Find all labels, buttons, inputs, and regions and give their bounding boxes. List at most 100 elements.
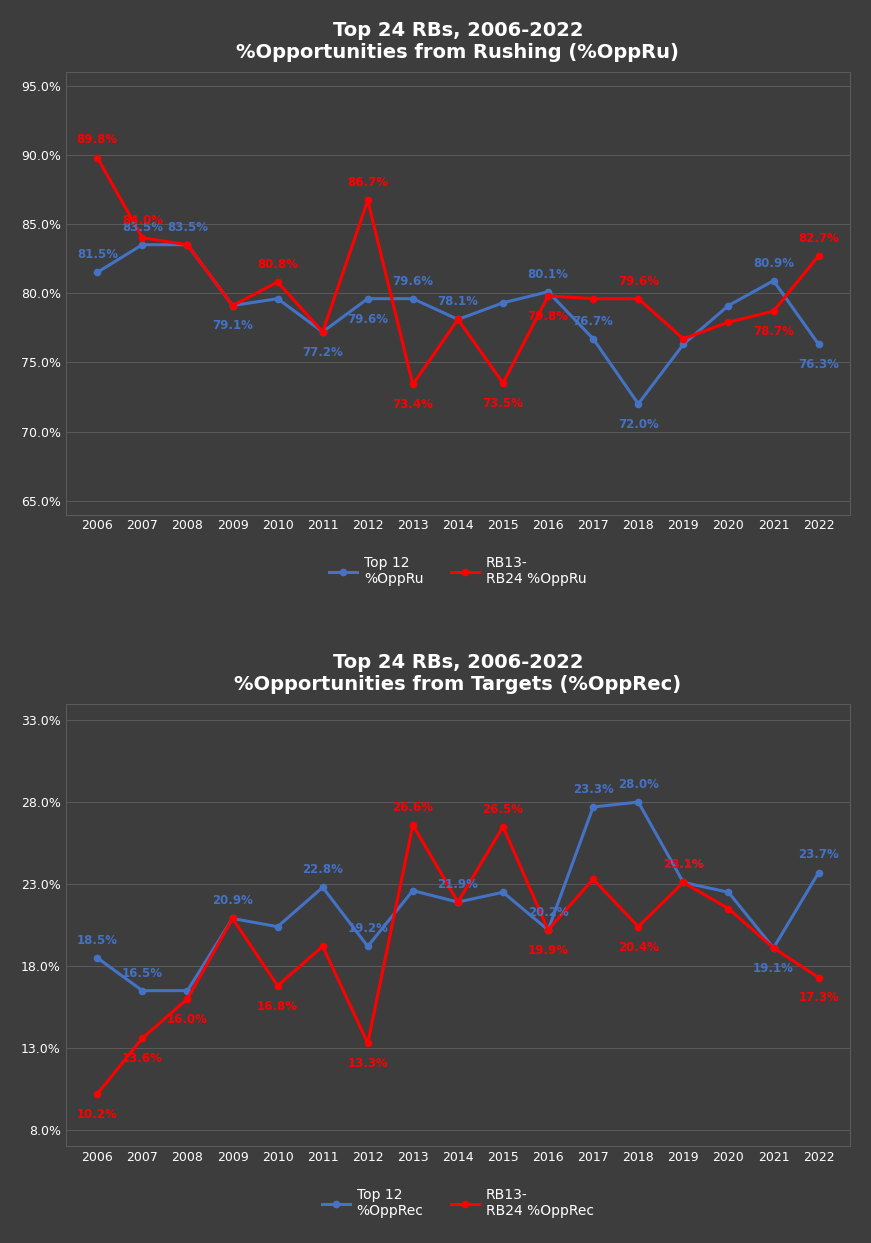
- Top 12
%OppRec: [137, 983, 147, 998]
- RB13-
RB24 %OppRec: [453, 895, 463, 910]
- RB13-
RB24 %OppRu: [588, 291, 598, 306]
- Text: 89.8%: 89.8%: [77, 133, 118, 147]
- Top 12
%OppRu: [362, 291, 373, 306]
- Text: 73.5%: 73.5%: [483, 397, 523, 410]
- RB13-
RB24 %OppRec: [273, 978, 283, 993]
- Text: 20.9%: 20.9%: [212, 895, 253, 907]
- Text: 80.1%: 80.1%: [528, 267, 569, 281]
- Text: 83.5%: 83.5%: [167, 220, 208, 234]
- RB13-
RB24 %OppRec: [768, 941, 779, 956]
- RB13-
RB24 %OppRu: [679, 332, 689, 347]
- Legend: Top 12
%OppRu, RB13-
RB24 %OppRu: Top 12 %OppRu, RB13- RB24 %OppRu: [324, 551, 592, 592]
- Text: 79.6%: 79.6%: [348, 312, 388, 326]
- Top 12
%OppRec: [768, 941, 779, 956]
- Top 12
%OppRec: [227, 911, 238, 926]
- Top 12
%OppRu: [543, 285, 553, 300]
- RB13-
RB24 %OppRec: [543, 922, 553, 937]
- Top 12
%OppRec: [408, 883, 418, 897]
- RB13-
RB24 %OppRu: [317, 324, 327, 339]
- Text: 84.0%: 84.0%: [122, 214, 163, 226]
- Top 12
%OppRu: [768, 273, 779, 288]
- Top 12
%OppRu: [588, 332, 598, 347]
- RB13-
RB24 %OppRec: [137, 1030, 147, 1045]
- Top 12
%OppRu: [273, 291, 283, 306]
- RB13-
RB24 %OppRu: [92, 150, 103, 165]
- Text: 16.8%: 16.8%: [257, 999, 298, 1013]
- RB13-
RB24 %OppRec: [679, 875, 689, 890]
- Top 12
%OppRec: [814, 865, 824, 880]
- Top 12
%OppRec: [182, 983, 192, 998]
- Title: Top 24 RBs, 2006-2022
%Opportunities from Targets (%OppRec): Top 24 RBs, 2006-2022 %Opportunities fro…: [234, 653, 681, 694]
- Text: 76.7%: 76.7%: [573, 314, 614, 328]
- Text: 23.3%: 23.3%: [573, 783, 613, 796]
- Text: 78.7%: 78.7%: [753, 324, 794, 338]
- Text: 79.8%: 79.8%: [528, 310, 569, 323]
- Top 12
%OppRec: [453, 895, 463, 910]
- Top 12
%OppRec: [633, 794, 644, 809]
- Text: 28.0%: 28.0%: [618, 778, 658, 791]
- Top 12
%OppRu: [137, 237, 147, 252]
- RB13-
RB24 %OppRu: [768, 303, 779, 318]
- Top 12
%OppRec: [588, 799, 598, 814]
- RB13-
RB24 %OppRu: [814, 249, 824, 264]
- RB13-
RB24 %OppRu: [723, 314, 733, 329]
- RB13-
RB24 %OppRu: [408, 377, 418, 392]
- Text: 82.7%: 82.7%: [798, 231, 839, 245]
- Text: 79.6%: 79.6%: [392, 275, 434, 287]
- Text: 80.8%: 80.8%: [257, 259, 298, 271]
- Line: RB13-
RB24 %OppRu: RB13- RB24 %OppRu: [94, 154, 821, 388]
- Text: 23.1%: 23.1%: [663, 859, 704, 871]
- Top 12
%OppRu: [633, 397, 644, 411]
- Top 12
%OppRec: [498, 885, 509, 900]
- Top 12
%OppRu: [723, 298, 733, 313]
- RB13-
RB24 %OppRu: [633, 291, 644, 306]
- Line: Top 12
%OppRu: Top 12 %OppRu: [94, 241, 821, 406]
- RB13-
RB24 %OppRu: [543, 288, 553, 303]
- RB13-
RB24 %OppRu: [362, 193, 373, 208]
- Text: 19.2%: 19.2%: [348, 922, 388, 935]
- Text: 26.6%: 26.6%: [392, 800, 434, 814]
- Text: 20.2%: 20.2%: [528, 906, 569, 919]
- Text: 72.0%: 72.0%: [618, 418, 658, 431]
- RB13-
RB24 %OppRec: [633, 920, 644, 935]
- Text: 86.7%: 86.7%: [348, 177, 388, 189]
- RB13-
RB24 %OppRec: [317, 938, 327, 953]
- RB13-
RB24 %OppRec: [362, 1035, 373, 1050]
- Top 12
%OppRec: [273, 920, 283, 935]
- Text: 13.3%: 13.3%: [348, 1057, 388, 1070]
- Text: 79.6%: 79.6%: [618, 275, 658, 287]
- Text: 81.5%: 81.5%: [77, 249, 118, 261]
- Top 12
%OppRec: [723, 885, 733, 900]
- Text: 22.8%: 22.8%: [302, 863, 343, 876]
- RB13-
RB24 %OppRec: [588, 871, 598, 886]
- RB13-
RB24 %OppRec: [182, 992, 192, 1007]
- Text: 16.0%: 16.0%: [167, 1013, 208, 1025]
- Top 12
%OppRu: [227, 298, 238, 313]
- RB13-
RB24 %OppRec: [498, 819, 509, 834]
- RB13-
RB24 %OppRu: [182, 237, 192, 252]
- Text: 10.2%: 10.2%: [77, 1108, 118, 1121]
- Top 12
%OppRu: [814, 337, 824, 352]
- Text: 76.3%: 76.3%: [798, 358, 839, 372]
- RB13-
RB24 %OppRec: [92, 1086, 103, 1101]
- Text: 83.5%: 83.5%: [122, 220, 163, 234]
- Title: Top 24 RBs, 2006-2022
%Opportunities from Rushing (%OppRu): Top 24 RBs, 2006-2022 %Opportunities fro…: [237, 21, 679, 62]
- Text: 23.7%: 23.7%: [798, 849, 839, 861]
- Text: 17.3%: 17.3%: [798, 992, 839, 1004]
- RB13-
RB24 %OppRec: [814, 970, 824, 984]
- Text: 19.9%: 19.9%: [528, 943, 569, 957]
- Top 12
%OppRu: [453, 312, 463, 327]
- Text: 13.6%: 13.6%: [122, 1052, 163, 1065]
- Top 12
%OppRu: [498, 296, 509, 311]
- Top 12
%OppRec: [362, 938, 373, 953]
- Text: 73.4%: 73.4%: [393, 398, 433, 411]
- Text: 18.5%: 18.5%: [77, 933, 118, 947]
- Text: 19.1%: 19.1%: [753, 962, 794, 975]
- Text: 80.9%: 80.9%: [753, 256, 794, 270]
- Top 12
%OppRec: [679, 875, 689, 890]
- RB13-
RB24 %OppRec: [723, 901, 733, 916]
- Top 12
%OppRec: [317, 880, 327, 895]
- Line: RB13-
RB24 %OppRec: RB13- RB24 %OppRec: [94, 822, 821, 1098]
- Text: 20.4%: 20.4%: [618, 941, 658, 953]
- Top 12
%OppRu: [182, 237, 192, 252]
